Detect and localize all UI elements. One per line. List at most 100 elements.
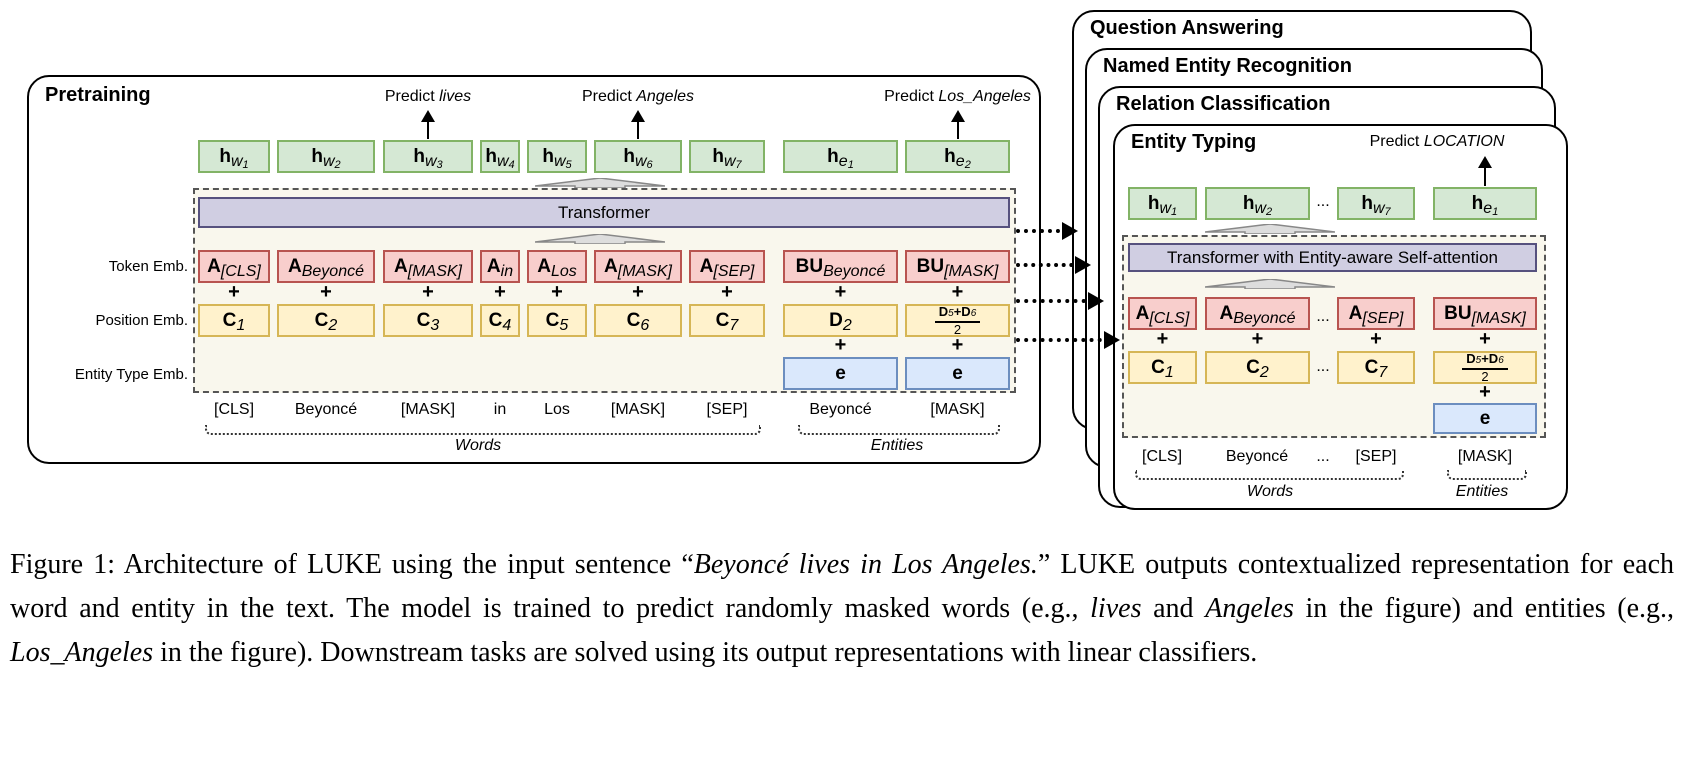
position-embedding-box-sub: 6 [640,316,650,334]
plus-sign: + [1479,328,1491,350]
position-embedding-box-main: C [416,309,431,331]
ellipsis: ... [1316,358,1330,375]
hidden-state-box-main: h [712,145,724,167]
position-embedding-box-a-sub: 5 [1475,354,1482,366]
plus-sign: + [721,281,733,303]
token-embedding-box-main: A [604,255,618,277]
hidden-state-box-main: h [1471,192,1484,214]
input-token: Los [544,401,570,418]
caption-segment: Angeles [1205,593,1294,624]
prediction-arrow [1478,156,1492,186]
hidden-state-box-index: 7 [1384,205,1391,218]
prediction-text: Predict [884,88,939,105]
position-embedding-box-main: C [314,309,329,331]
prediction-target: Angeles [636,88,695,105]
entity-type-embedding-box: e [1433,403,1537,434]
position-embedding-box-sub: 7 [729,316,739,334]
row-label: Token Emb. [108,258,188,275]
token-embedding-box-sub: [CLS] [220,262,261,280]
row-label: Entity Type Emb. [74,366,188,383]
hidden-state-box-main: h [944,145,956,167]
position-embedding-box-b: D [961,303,971,319]
token-embedding-box-main: BU [1444,302,1472,324]
token-embedding-box: A [MASK] [383,250,473,283]
entities-brace [1447,470,1527,480]
position-embedding-box-fraction: D5+D6 2 [934,303,981,337]
caption-segment: lives [1090,593,1142,624]
input-token: [MASK] [1457,448,1513,465]
words-brace [205,425,761,435]
token-embedding-box: BU [MASK] [905,250,1010,283]
row-label: Position Emb. [95,312,188,329]
hidden-state-box-index: 5 [565,158,572,171]
hidden-state-box-main: h [1147,192,1160,214]
plus-sign: + [951,334,964,356]
token-embedding-box-sub: Beyoncé [823,262,886,280]
token-embedding-box-sub: Beyoncé [1233,309,1296,327]
position-embedding-box-main: C [222,309,237,331]
position-embedding-box-main: C [1364,356,1379,378]
plus-sign: + [1251,328,1264,350]
transfer-arrow [1016,256,1091,274]
position-embedding-box-b-sub: 6 [1498,354,1504,366]
prediction-target: LOCATION [1423,133,1505,150]
plus-sign: + [632,281,644,303]
position-embedding-box-sub: 5 [559,316,569,334]
caption-segment: and [1141,593,1206,624]
hidden-state-box-index: 2 [1266,205,1273,218]
position-embedding-box-sub: 2 [1259,363,1269,381]
prediction-target: lives [439,88,472,105]
hidden-state-box-main: h [1242,192,1255,214]
token-embedding-box: A Beyoncé [277,250,375,283]
position-embedding-box-sub: 2 [328,316,338,334]
position-embedding-box-main: D [829,309,843,331]
hidden-state-box-index: 1 [847,158,854,171]
transformer-label: Transformer with Entity-aware Self-atten… [1167,247,1498,267]
input-token: in [493,401,507,418]
plus-sign: + [951,281,964,303]
token-embedding-box-sub: in [500,262,514,280]
entities-group-label: Entities [870,437,924,454]
figure-caption: Figure 1: Architecture of LUKE using the… [10,543,1674,675]
hidden-state-box-main: h [311,145,323,167]
plus-sign: + [834,334,847,356]
task-title: Entity Typing [1131,131,1257,153]
transformer-box: Transformer with Entity-aware Self-atten… [1128,243,1537,272]
prediction-text: Predict [581,88,637,105]
plus-sign: + [1156,328,1169,350]
entity-type-embedding-box: e [783,357,898,390]
hidden-state-box-sub: w [424,152,437,170]
input-token: Beyoncé [294,401,358,418]
hidden-state-box-sub: w [496,152,509,170]
transfer-arrow [1016,331,1120,349]
position-embedding-box-main: C [545,309,560,331]
position-embedding-box: D5+D6 2 [905,304,1010,337]
ellipsis: ... [1316,308,1330,325]
prediction-label: Predict Los_Angeles [884,88,1031,106]
token-embedding-box-main: A [1135,302,1150,324]
position-embedding-box-sub: 2 [842,316,852,334]
hidden-state-box-main: h [219,145,231,167]
token-embedding-box-main: A [1219,302,1234,324]
hidden-state-box-index: 6 [646,158,653,171]
token-embedding-box-sub: [SEP] [713,262,755,280]
transformer-label: Transformer [558,202,650,222]
position-embedding-box-b: D [1488,350,1499,366]
token-embedding-box-main: BU [916,255,945,277]
token-embedding-box-sub: [MASK] [944,262,999,280]
token-embedding-box-sub: [MASK] [1471,309,1526,327]
position-embedding-box-b-sub: 6 [970,307,977,319]
hidden-state-box-sub: w [322,152,335,170]
